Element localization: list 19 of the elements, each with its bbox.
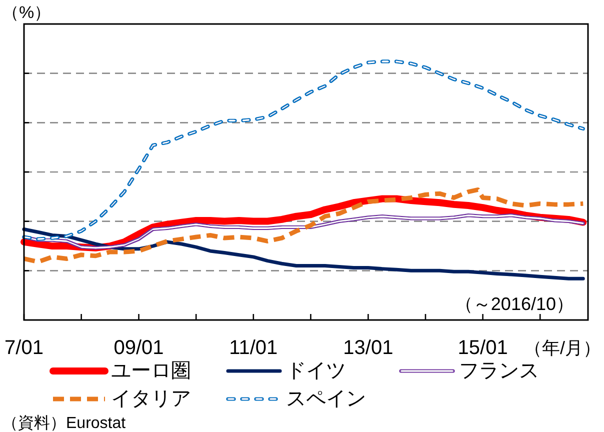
legend-label: スペイン <box>286 388 366 410</box>
legend-item: スペイン <box>226 388 366 410</box>
legend-item: ユーロ圏 <box>50 360 191 382</box>
y-axis-title: （%） <box>2 3 52 22</box>
x-tick-label: 15/01 <box>458 337 508 359</box>
legend-label: ユーロ圏 <box>111 360 191 382</box>
x-tick-label: 13/01 <box>343 337 394 359</box>
annotation: （～2016/10） <box>454 294 574 314</box>
legend-label: フランス <box>459 360 539 382</box>
x-tick-label: 09/01 <box>114 337 164 359</box>
legend-label: イタリア <box>111 388 191 410</box>
legend-item: フランス <box>399 360 539 382</box>
text: （資料）Eurostat <box>2 414 126 432</box>
x-tick-label: 11/01 <box>229 337 278 359</box>
legend-label: ドイツ <box>286 360 346 382</box>
legend-item: ドイツ <box>226 360 346 382</box>
x-tick-label: 7/01 <box>4 337 44 359</box>
x-axis-title: （年/月） <box>524 338 601 358</box>
legend-item: イタリア <box>53 388 191 410</box>
